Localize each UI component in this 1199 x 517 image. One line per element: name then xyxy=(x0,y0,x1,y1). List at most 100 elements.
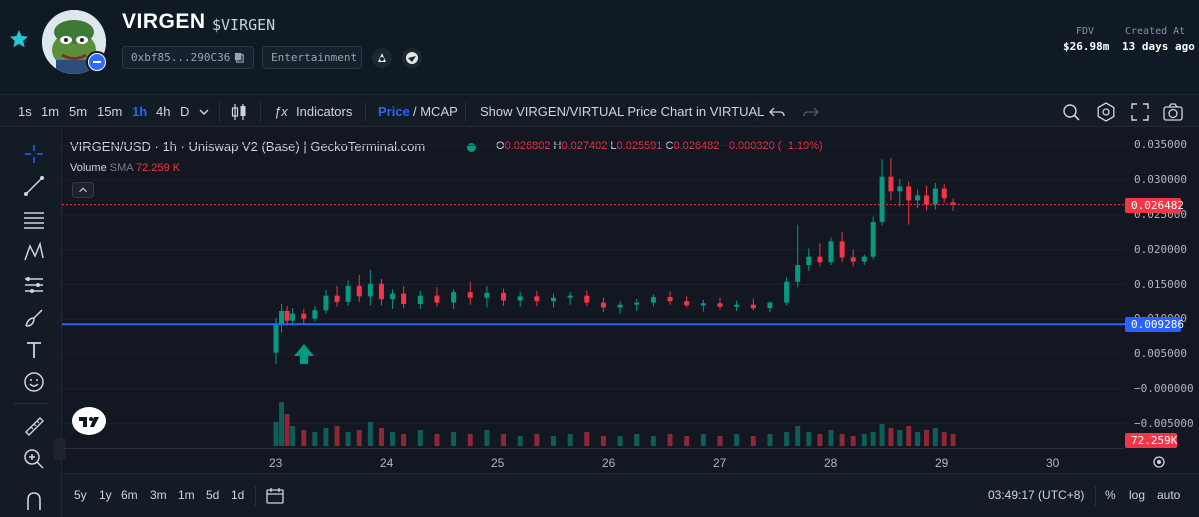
candle-body xyxy=(839,241,845,258)
created-value: 13 days ago xyxy=(1122,40,1195,53)
sma-label: SMA xyxy=(109,162,133,174)
auto-toggle[interactable]: auto xyxy=(1157,488,1181,502)
interval-1s[interactable]: 1s xyxy=(18,104,32,119)
star-icon[interactable] xyxy=(9,29,29,49)
candles-icon[interactable] xyxy=(228,101,250,123)
prediction-icon[interactable] xyxy=(22,273,46,297)
interval-1h[interactable]: 1h xyxy=(132,104,148,119)
ruler-icon[interactable] xyxy=(22,414,46,438)
volume-bar xyxy=(879,424,885,446)
dev-icon[interactable] xyxy=(372,48,392,68)
interval-5m[interactable]: 5m xyxy=(69,104,88,119)
volume-bar xyxy=(941,432,947,446)
text-icon[interactable] xyxy=(22,338,46,362)
range-1d[interactable]: 1d xyxy=(231,488,245,502)
settings-icon[interactable] xyxy=(1095,101,1117,123)
price-tick: 0.035000 xyxy=(1134,138,1187,152)
contract-address-chip[interactable]: 0xbf85...290C36 xyxy=(122,46,254,69)
fdv-value: $26.98m xyxy=(1063,40,1110,53)
axis-settings-icon[interactable] xyxy=(1151,454,1167,470)
token-name: VIRGEN xyxy=(122,10,206,33)
chevron-left-icon[interactable] xyxy=(54,438,66,460)
candle-body xyxy=(950,202,956,205)
candle-body xyxy=(284,310,290,321)
candle-body xyxy=(312,310,318,319)
interval-1m[interactable]: 1m xyxy=(41,104,60,119)
toolbar-divider xyxy=(255,486,256,506)
mcap-toggle[interactable]: / MCAP xyxy=(413,104,458,119)
range-1y[interactable]: 1y xyxy=(99,488,112,502)
interval-4h[interactable]: 4h xyxy=(156,104,171,119)
candle-body xyxy=(734,304,740,307)
indicators-button[interactable]: Indicators xyxy=(296,104,353,119)
range-5d[interactable]: 5d xyxy=(206,488,220,502)
chart-title: VIRGEN/USD · 1h · Uniswap V2 (Base) | Ge… xyxy=(70,139,426,154)
candle-body xyxy=(417,295,423,304)
undo-icon[interactable] xyxy=(766,101,788,123)
volume-badge: 72.259K xyxy=(1125,433,1177,448)
ohlc-legend: O0.026802 H0.027402 L0.025591 C0.026482 … xyxy=(496,140,823,152)
virtual-price-toggle[interactable]: Show VIRGEN/VIRTUAL Price Chart in VIRTU… xyxy=(480,104,765,119)
fx-icon[interactable]: ƒx xyxy=(274,104,288,119)
range-1m[interactable]: 1m xyxy=(178,488,195,502)
fullscreen-icon[interactable] xyxy=(1129,101,1151,123)
time-axis[interactable]: 23 24 25 26 27 28 29 30 xyxy=(62,448,1165,473)
category-chip[interactable]: Entertainment xyxy=(262,46,362,69)
toolbar-divider xyxy=(219,102,220,122)
pattern-icon[interactable] xyxy=(22,240,46,264)
emoji-icon[interactable] xyxy=(22,370,46,394)
time-tick: 25 xyxy=(491,456,505,470)
volume-bar xyxy=(923,430,929,446)
volume-bar xyxy=(888,428,894,446)
trend-line-icon[interactable] xyxy=(22,174,46,198)
tradingview-logo-icon[interactable] xyxy=(72,407,106,435)
globe-icon[interactable] xyxy=(402,48,422,68)
range-5y[interactable]: 5y xyxy=(74,488,87,502)
range-3m[interactable]: 3m xyxy=(150,488,167,502)
volume-bar xyxy=(767,434,773,446)
quick-search-icon[interactable] xyxy=(1060,101,1082,123)
candle-body xyxy=(334,295,340,302)
candle-body xyxy=(888,176,894,192)
volume-value: 72.259 K xyxy=(136,162,181,174)
volume-bar xyxy=(312,432,318,446)
volume-bar xyxy=(795,426,801,446)
interval-d[interactable]: D xyxy=(180,104,190,119)
toolbar-divider xyxy=(260,102,261,122)
collapse-legend-button[interactable] xyxy=(72,182,94,198)
candle-body xyxy=(617,304,623,308)
interval-15m[interactable]: 15m xyxy=(97,104,123,119)
crosshair-icon[interactable] xyxy=(22,142,46,166)
candlestick-plot[interactable] xyxy=(62,128,1125,448)
brush-icon[interactable] xyxy=(22,306,46,330)
chevron-down-icon[interactable] xyxy=(196,101,212,123)
price-candles xyxy=(273,157,956,364)
candle-body xyxy=(870,221,876,257)
candle-body xyxy=(567,295,573,298)
price-toggle[interactable]: Price xyxy=(378,104,410,119)
last-price-label: 0.026482 xyxy=(1125,197,1184,213)
magnet-icon[interactable] xyxy=(22,488,46,512)
calendar-range-icon[interactable] xyxy=(265,486,285,506)
redo-icon[interactable] xyxy=(800,101,822,123)
price-axis[interactable]: 0.035000 0.030000 0.025000 0.020000 0.01… xyxy=(1125,128,1199,448)
candle-body xyxy=(367,283,373,297)
time-tick: 27 xyxy=(713,456,727,470)
chart-pane[interactable]: VIRGEN/USD · 1h · Uniswap V2 (Base) | Ge… xyxy=(54,128,1199,517)
fib-retracement-icon[interactable] xyxy=(22,208,46,232)
horizontal-line-price-label[interactable]: 0.009286 xyxy=(1125,317,1184,333)
percent-toggle[interactable]: % xyxy=(1105,488,1116,502)
log-toggle[interactable]: log xyxy=(1129,488,1146,502)
clock[interactable]: 03:49:17 (UTC+8) xyxy=(988,488,1085,502)
copy-icon[interactable] xyxy=(234,52,245,63)
candle-body xyxy=(434,295,440,303)
zoom-in-icon[interactable] xyxy=(22,447,46,471)
candle-body xyxy=(879,176,885,222)
range-6m[interactable]: 6m xyxy=(121,488,138,502)
camera-icon[interactable] xyxy=(1162,101,1184,123)
volume-label: Volume xyxy=(70,162,107,174)
price-tick: 0.020000 xyxy=(1134,242,1187,256)
time-tick: 28 xyxy=(824,456,838,470)
volume-bar xyxy=(401,434,407,446)
candle-body xyxy=(551,297,556,302)
